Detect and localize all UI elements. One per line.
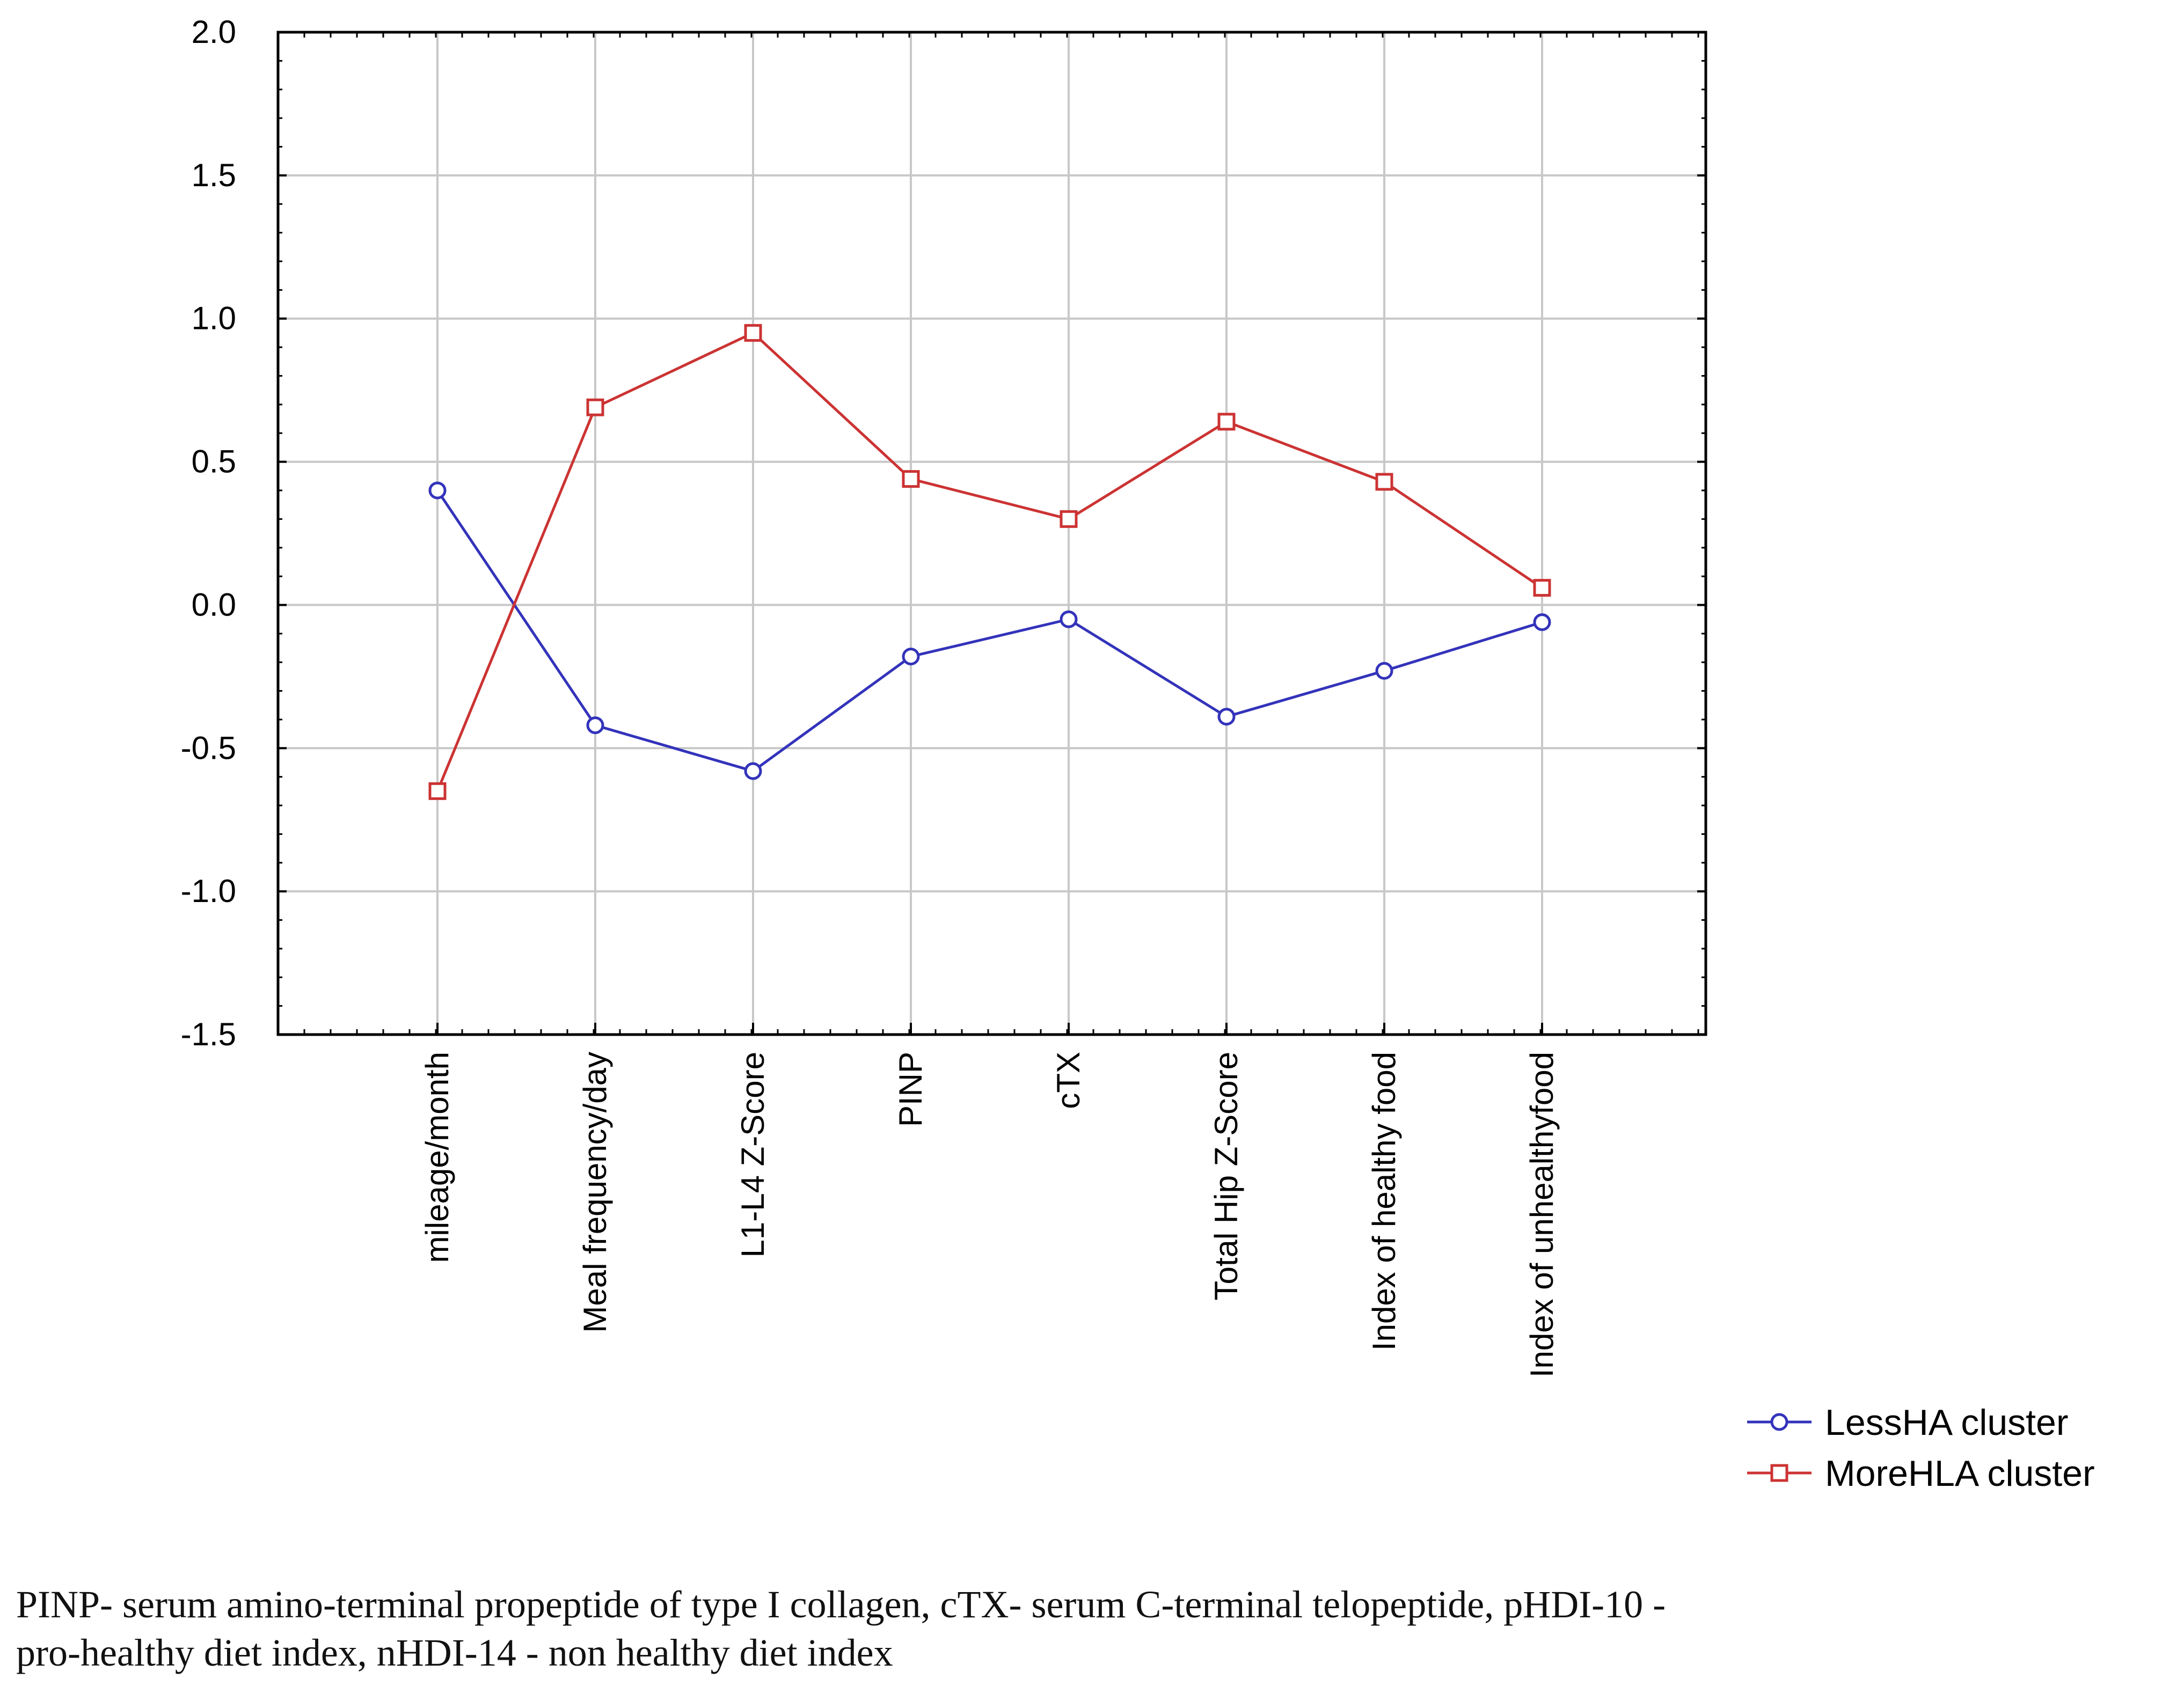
legend-label: MoreHLA cluster	[1825, 1453, 2095, 1494]
y-tick-label: 1.5	[192, 157, 236, 193]
data-point-square	[744, 324, 762, 342]
data-point-circle	[1060, 610, 1078, 628]
data-point-circle	[902, 647, 920, 665]
y-tick-label: 1.0	[192, 300, 236, 336]
legend-item-2: MoreHLA cluster	[1747, 1453, 2095, 1494]
data-point-circle	[428, 481, 447, 500]
x-category-label: Index of healthy food	[1366, 1052, 1402, 1351]
legend-marker-square	[1770, 1464, 1788, 1482]
legend-label: LessHA cluster	[1825, 1402, 2069, 1443]
y-tick-label: -0.5	[181, 730, 236, 766]
data-point-square	[1060, 510, 1078, 528]
data-point-square	[586, 398, 604, 416]
data-point-square	[1217, 413, 1236, 431]
x-category-label: L1-L4 Z-Score	[735, 1052, 771, 1258]
y-tick-label: -1.5	[181, 1016, 236, 1052]
x-category-label: mileage/month	[419, 1052, 455, 1263]
x-category-label: cTX	[1050, 1052, 1086, 1109]
data-point-square	[1375, 473, 1393, 491]
data-point-circle	[586, 716, 604, 735]
legend-marker-circle	[1770, 1413, 1788, 1431]
plot-area-frame	[276, 31, 1707, 1036]
x-axis-ticks: mileage/month Meal frequency/day L1-L4 Z-S…	[277, 32, 1699, 1377]
data-point-square	[1533, 578, 1551, 597]
y-tick-label: 0.5	[192, 444, 236, 480]
grid-lines	[278, 31, 1706, 1036]
data-point-circle	[1217, 708, 1236, 726]
y-axis-ticks: -1.5 -1.0 -0.5 0.0 0.5 1.0 1.5 2.0	[181, 14, 1706, 1052]
data-point-square	[902, 470, 920, 488]
data-point-circle	[1375, 662, 1393, 680]
series-line	[436, 489, 1543, 773]
x-category-label: Meal frequency/day	[577, 1052, 613, 1333]
y-tick-label: -1.0	[181, 873, 236, 909]
x-category-label: PINP	[893, 1052, 929, 1127]
legend-item-1: LessHA cluster	[1747, 1402, 2069, 1443]
y-tick-label: 0.0	[192, 587, 236, 622]
series-2	[428, 324, 1551, 800]
series-lines	[428, 324, 1551, 800]
caption-line-1: PINP- serum amino-terminal propeptide of…	[16, 1583, 1666, 1626]
data-point-circle	[744, 762, 762, 780]
caption-line-2: pro-healthy diet index, nHDI-14 - non he…	[16, 1631, 893, 1674]
x-category-label: Total Hip Z-Score	[1208, 1052, 1244, 1300]
x-category-label: Index of unhealthyfood	[1524, 1052, 1560, 1377]
y-tick-label: 2.0	[192, 14, 236, 50]
series-1	[428, 481, 1551, 780]
series-line	[436, 331, 1543, 792]
legend: LessHA cluster MoreHLA cluster	[1747, 1402, 2095, 1494]
data-point-circle	[1533, 613, 1551, 631]
figure-caption: PINP- serum amino-terminal propeptide of…	[16, 1580, 2158, 1677]
data-point-square	[428, 782, 447, 800]
